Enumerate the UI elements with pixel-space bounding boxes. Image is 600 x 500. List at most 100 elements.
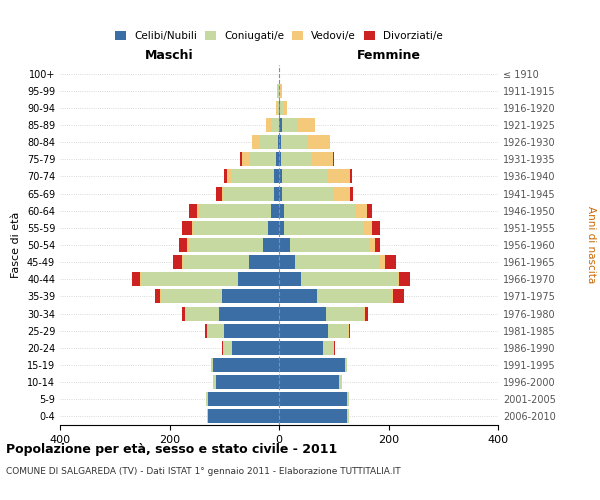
Bar xyxy=(397,272,400,286)
Bar xyxy=(323,341,334,355)
Bar xyxy=(222,341,223,355)
Bar xyxy=(282,186,334,200)
Bar xyxy=(375,238,380,252)
Bar xyxy=(391,290,393,304)
Bar xyxy=(279,358,345,372)
Bar xyxy=(274,186,279,200)
Bar xyxy=(347,410,349,424)
Bar xyxy=(279,221,284,235)
Text: Popolazione per età, sesso e stato civile - 2011: Popolazione per età, sesso e stato civil… xyxy=(6,442,337,456)
Bar xyxy=(161,290,221,304)
Bar xyxy=(224,341,232,355)
Bar xyxy=(280,101,283,115)
Bar xyxy=(183,255,249,269)
Bar xyxy=(393,290,404,304)
Bar xyxy=(278,84,279,98)
Bar xyxy=(279,101,280,115)
Bar xyxy=(224,186,274,200)
Bar xyxy=(232,341,279,355)
Bar xyxy=(268,221,279,235)
Bar xyxy=(334,186,350,200)
Text: Anni di nascita: Anni di nascita xyxy=(586,206,596,284)
Bar xyxy=(207,410,208,424)
Bar xyxy=(283,101,287,115)
Bar xyxy=(328,324,347,338)
Bar xyxy=(155,290,160,304)
Bar xyxy=(279,118,282,132)
Bar xyxy=(334,341,335,355)
Bar xyxy=(332,152,334,166)
Bar xyxy=(279,84,280,98)
Bar xyxy=(279,238,290,252)
Bar xyxy=(350,186,353,200)
Bar xyxy=(188,204,197,218)
Bar xyxy=(279,170,282,183)
Bar xyxy=(400,272,410,286)
Bar xyxy=(221,186,224,200)
Bar xyxy=(347,324,349,338)
Bar xyxy=(279,204,284,218)
Bar xyxy=(271,204,279,218)
Bar xyxy=(263,238,279,252)
Bar xyxy=(365,306,368,320)
Bar xyxy=(186,306,219,320)
Bar xyxy=(207,324,208,338)
Bar xyxy=(200,204,271,218)
Bar xyxy=(385,255,395,269)
Bar xyxy=(132,272,140,286)
Bar xyxy=(274,170,279,183)
Bar xyxy=(223,341,224,355)
Bar xyxy=(328,170,350,183)
Bar xyxy=(279,392,347,406)
Bar xyxy=(282,170,328,183)
Bar xyxy=(179,238,187,252)
Bar xyxy=(356,204,367,218)
Text: Femmine: Femmine xyxy=(356,50,421,62)
Bar xyxy=(214,358,279,372)
Bar xyxy=(282,118,298,132)
Bar xyxy=(197,204,200,218)
Bar xyxy=(349,324,350,338)
Bar xyxy=(266,118,271,132)
Bar xyxy=(290,238,370,252)
Bar xyxy=(173,255,182,269)
Bar xyxy=(219,306,279,320)
Bar xyxy=(279,135,281,149)
Bar xyxy=(279,341,323,355)
Bar xyxy=(279,324,328,338)
Bar xyxy=(295,255,380,269)
Text: COMUNE DI SALGAREDA (TV) - Dati ISTAT 1° gennaio 2011 - Elaborazione TUTTITALIA.: COMUNE DI SALGAREDA (TV) - Dati ISTAT 1°… xyxy=(6,468,401,476)
Bar xyxy=(339,375,342,389)
Bar xyxy=(347,392,349,406)
Bar xyxy=(249,255,279,269)
Bar xyxy=(279,255,295,269)
Bar xyxy=(364,221,372,235)
Bar xyxy=(271,118,279,132)
Bar xyxy=(238,272,279,286)
Bar xyxy=(193,221,194,235)
Bar xyxy=(279,375,339,389)
Bar xyxy=(182,221,193,235)
Bar xyxy=(214,375,216,389)
Bar xyxy=(281,135,308,149)
Bar xyxy=(221,290,279,304)
Bar xyxy=(279,306,326,320)
Y-axis label: Fasce di età: Fasce di età xyxy=(11,212,21,278)
Bar xyxy=(284,221,364,235)
Legend: Celibi/Nubili, Coniugati/e, Vedovi/e, Divorziati/e: Celibi/Nubili, Coniugati/e, Vedovi/e, Di… xyxy=(111,27,447,46)
Bar xyxy=(281,152,311,166)
Bar xyxy=(142,272,238,286)
Bar xyxy=(279,272,301,286)
Bar xyxy=(298,118,314,132)
Bar xyxy=(276,101,277,115)
Bar xyxy=(239,152,242,166)
Bar xyxy=(308,135,330,149)
Bar xyxy=(277,101,279,115)
Bar xyxy=(182,255,183,269)
Bar xyxy=(284,204,356,218)
Bar xyxy=(208,410,279,424)
Bar xyxy=(279,152,281,166)
Bar xyxy=(205,324,207,338)
Bar xyxy=(364,306,365,320)
Bar xyxy=(259,135,278,149)
